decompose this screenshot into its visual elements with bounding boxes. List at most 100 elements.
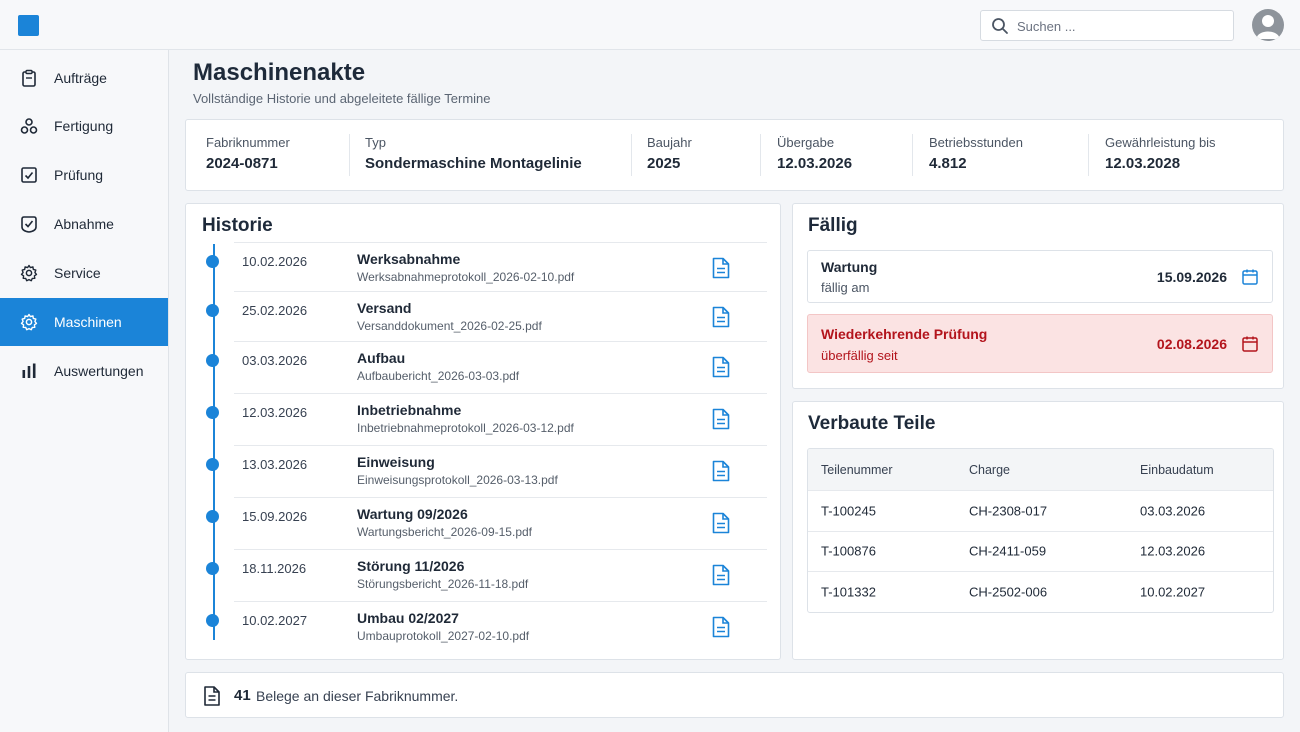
- history-file[interactable]: Aufbaubericht_2026-03-03.pdf: [357, 369, 520, 383]
- timeline-dot: [206, 255, 219, 268]
- meta-value: 2025: [647, 155, 681, 172]
- calendar-icon[interactable]: [1241, 268, 1259, 286]
- sidebar-item-pruefung[interactable]: Prüfung: [0, 151, 168, 199]
- sidebar-item-auftraege[interactable]: Aufträge: [0, 54, 168, 102]
- history-file[interactable]: Versanddokument_2026-02-25.pdf: [357, 319, 542, 333]
- top-bar: [0, 0, 1300, 50]
- column-header[interactable]: Einbaudatum: [1140, 462, 1214, 477]
- history-file[interactable]: Einweisungsprotokoll_2026-03-13.pdf: [357, 473, 558, 487]
- cell-part-number: T-100245: [821, 503, 876, 519]
- history-title: Umbau 02/2027: [357, 610, 459, 626]
- cell-part-number: T-101332: [821, 584, 876, 600]
- history-file[interactable]: Werksabnahmeprotokoll_2026-02-10.pdf: [357, 270, 575, 284]
- history-entry[interactable]: 18.11.2026 Störung 11/2026 Störungsbericht…: [206, 549, 767, 601]
- sidebar-item-label: Aufträge: [54, 70, 107, 86]
- history-title: Versand: [357, 300, 412, 316]
- table-row[interactable]: T-100245 CH-2308-017 03.03.2026: [808, 490, 1273, 531]
- due-item-pruefung[interactable]: Wiederkehrende Prüfung überfällig seit 0…: [807, 314, 1273, 373]
- history-date: 18.11.2026: [242, 561, 307, 576]
- machine-meta-card: Fabriknummer 2024-0871 Typ Sondermaschin…: [185, 119, 1284, 191]
- sidebar-item-abnahme[interactable]: Abnahme: [0, 200, 168, 248]
- calendar-icon[interactable]: [1241, 335, 1259, 353]
- assembly-icon: [20, 117, 38, 135]
- due-item-title: Wiederkehrende Prüfung: [821, 326, 988, 342]
- history-entry[interactable]: 13.03.2026 Einweisung Einweisungsprotokoll…: [206, 445, 767, 497]
- cell-install-date: 10.02.2027: [1140, 584, 1206, 600]
- meta-fabriknummer: Fabriknummer 2024-0871: [206, 120, 290, 190]
- document-icon[interactable]: [711, 257, 731, 279]
- document-icon[interactable]: [711, 408, 731, 430]
- history-file[interactable]: Störungsbericht_2026-11-18.pdf: [357, 577, 529, 591]
- document-icon[interactable]: [711, 616, 731, 638]
- meta-label: Typ: [365, 135, 386, 150]
- clipboard-icon: [20, 69, 38, 87]
- document-icon[interactable]: [711, 564, 731, 586]
- history-file[interactable]: Umbauprotokoll_2027-02-10.pdf: [357, 629, 530, 643]
- due-item-wartung[interactable]: Wartung fällig am 15.09.2026: [807, 250, 1273, 303]
- meta-betriebsstunden: Betriebsstunden 4.812: [929, 120, 1023, 190]
- sidebar-item-auswertungen[interactable]: Auswertungen: [0, 347, 168, 395]
- history-title: Wartung 09/2026: [357, 506, 468, 522]
- document-count: 41: [234, 687, 251, 704]
- history-entry[interactable]: 25.02.2026 Versand Versanddokument_2026-02…: [206, 291, 767, 341]
- sidebar-item-label: Prüfung: [54, 167, 104, 183]
- meta-typ: Typ Sondermaschine Montagelinie: [365, 120, 582, 190]
- document-count-text: Belege an dieser Fabriknummer.: [256, 688, 459, 704]
- due-item-date: 02.08.2026: [1156, 336, 1227, 352]
- sidebar-item-maschinen[interactable]: Maschinen: [0, 298, 168, 346]
- sidebar-item-fertigung[interactable]: Fertigung: [0, 102, 168, 150]
- page-subtitle: Vollständige Historie und abgeleitete fä…: [193, 91, 491, 106]
- meta-gewaehrleistung: Gewährleistung bis 12.03.2028: [1105, 120, 1216, 190]
- history-file[interactable]: Wartungsbericht_2026-09-15.pdf: [357, 525, 532, 539]
- due-title: Fällig: [808, 215, 858, 236]
- table-row[interactable]: T-101332 CH-2502-006 10.02.2027: [808, 571, 1273, 612]
- due-card: Fällig Wartung fällig am 15.09.2026 Wied…: [792, 203, 1284, 389]
- divider: [760, 134, 761, 176]
- bar-chart-icon: [20, 362, 38, 380]
- document-icon[interactable]: [711, 460, 731, 482]
- search-box[interactable]: [980, 10, 1234, 41]
- check-badge-icon: [20, 215, 38, 233]
- history-date: 10.02.2026: [242, 254, 308, 269]
- divider: [631, 134, 632, 176]
- document-icon[interactable]: [711, 356, 731, 378]
- history-entry[interactable]: 12.03.2026 Inbetriebnahme Inbetriebnahmepr…: [206, 393, 767, 445]
- document-icon: [204, 686, 220, 706]
- history-entry[interactable]: 10.02.2027 Umbau 02/2027 Umbauprotokoll_20…: [206, 601, 767, 653]
- column-header[interactable]: Charge: [969, 462, 1010, 477]
- document-icon[interactable]: [711, 512, 731, 534]
- timeline-dot: [206, 510, 219, 523]
- history-title: Störung 11/2026: [357, 558, 465, 574]
- app-logo[interactable]: [18, 15, 39, 36]
- history-entry[interactable]: 15.09.2026 Wartung 09/2026 Wartungsbericht…: [206, 497, 767, 549]
- timeline-dot: [206, 406, 219, 419]
- search-input[interactable]: [1017, 15, 1217, 37]
- cell-part-number: T-100876: [821, 543, 876, 559]
- column-header[interactable]: Teilenummer: [821, 462, 893, 477]
- meta-label: Übergabe: [777, 135, 835, 150]
- parts-table: Teilenummer Charge Einbaudatum T-100245 …: [807, 448, 1274, 613]
- check-square-icon: [20, 166, 38, 184]
- history-title: Inbetriebnahme: [357, 402, 462, 418]
- history-file[interactable]: Inbetriebnahmeprotokoll_2026-03-12.pdf: [357, 421, 574, 435]
- document-icon[interactable]: [711, 306, 731, 328]
- timeline-dot: [206, 562, 219, 575]
- history-entry[interactable]: 10.02.2026 Werksabnahme Werksabnahmeprotok…: [206, 242, 767, 291]
- sidebar-item-service[interactable]: Service: [0, 249, 168, 297]
- history-date: 10.02.2027: [242, 613, 308, 628]
- table-row[interactable]: T-100876 CH-2411-059 12.03.2026: [808, 530, 1273, 572]
- cell-install-date: 03.03.2026: [1140, 503, 1206, 519]
- history-entry[interactable]: 03.03.2026 Aufbau Aufbaubericht_2026-03-03…: [206, 341, 767, 393]
- documents-footer: 41 Belege an dieser Fabriknummer.: [185, 672, 1284, 718]
- history-date: 13.03.2026: [242, 457, 308, 472]
- history-date: 03.03.2026: [242, 353, 308, 368]
- sidebar-item-label: Auswertungen: [54, 363, 144, 379]
- parts-card: Verbaute Teile Teilenummer Charge Einbau…: [792, 401, 1284, 660]
- history-title: Werksabnahme: [357, 251, 461, 267]
- cell-batch: CH-2411-059: [969, 543, 1047, 559]
- cell-batch: CH-2502-006: [969, 584, 1048, 600]
- user-avatar[interactable]: [1252, 9, 1284, 41]
- history-title: Einweisung: [357, 454, 435, 470]
- meta-label: Betriebsstunden: [929, 135, 1023, 150]
- meta-label: Gewährleistung bis: [1105, 135, 1216, 150]
